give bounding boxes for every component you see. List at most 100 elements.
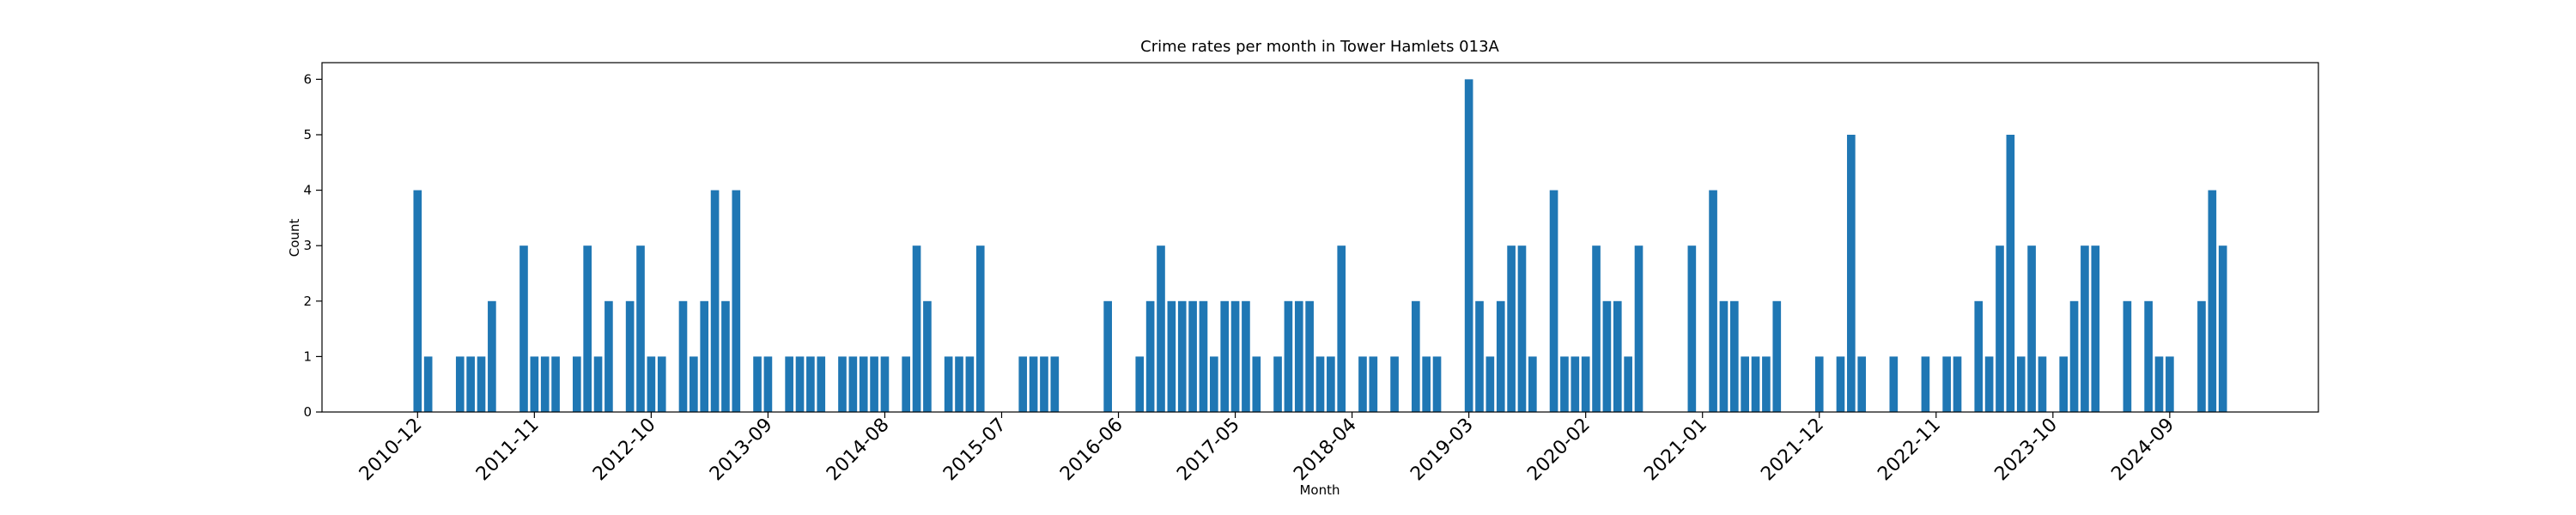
bar: [1230, 300, 1240, 412]
y-tick-label: 6: [303, 71, 312, 87]
bar: [1103, 300, 1112, 412]
bar: [540, 356, 550, 412]
bar: [700, 300, 709, 412]
plot-frame: [321, 62, 2319, 413]
bar: [1284, 300, 1293, 412]
bar: [1294, 300, 1303, 412]
x-tick-label: 2012-10: [589, 415, 660, 486]
bar: [763, 356, 773, 412]
bar: [1889, 356, 1899, 412]
bar: [1167, 300, 1176, 412]
bar: [785, 356, 793, 412]
y-axis-label: Count: [287, 219, 302, 258]
bar: [1040, 356, 1048, 412]
bar: [848, 356, 858, 412]
x-tick-label: 2022-11: [1874, 415, 1945, 486]
bar: [1422, 356, 1431, 412]
bar: [583, 245, 592, 412]
bar: [806, 356, 815, 412]
bar: [975, 245, 985, 412]
bar: [647, 356, 656, 412]
bar: [2059, 356, 2069, 412]
bar: [1560, 356, 1569, 412]
bar: [1210, 356, 1218, 412]
bar: [1847, 134, 1856, 412]
bar: [1273, 356, 1282, 412]
bar: [678, 300, 688, 412]
bar: [2006, 134, 2015, 412]
bar: [1602, 300, 1612, 412]
bar: [1220, 300, 1230, 412]
bar: [753, 356, 762, 412]
bar: [657, 356, 666, 412]
bar: [1836, 356, 1845, 412]
bar: [1719, 300, 1728, 412]
bar: [2027, 245, 2036, 412]
bar: [721, 300, 730, 412]
bar: [1592, 245, 1601, 412]
x-tick-label: 2013-09: [706, 415, 777, 486]
bar: [455, 356, 465, 412]
bar: [1242, 300, 1250, 412]
bar: [1029, 356, 1038, 412]
bar: [2166, 356, 2174, 412]
x-tick-label: 2011-11: [472, 415, 544, 486]
bar: [1751, 356, 1760, 412]
bar: [519, 245, 528, 412]
bar: [1528, 356, 1537, 412]
bar: [1252, 356, 1261, 412]
x-axis-label: Month: [1299, 482, 1340, 498]
chart-title: Crime rates per month in Tower Hamlets 0…: [1140, 38, 1499, 56]
bar: [880, 356, 890, 412]
y-tick-label: 5: [303, 127, 312, 142]
bar: [466, 356, 475, 412]
bar: [1018, 356, 1028, 412]
bar: [413, 190, 422, 413]
bar: [1188, 300, 1197, 412]
bar: [1687, 245, 1697, 412]
x-tick-label: 2015-07: [939, 415, 1011, 486]
bar: [732, 190, 741, 413]
bar: [625, 300, 635, 412]
bar: [2208, 190, 2217, 413]
bar: [1432, 356, 1442, 412]
bar: [1177, 300, 1187, 412]
bar: [551, 356, 560, 412]
bar: [1921, 356, 1930, 412]
x-tick-label: 2010-12: [355, 415, 427, 486]
bar: [965, 356, 975, 412]
bar: [1315, 356, 1325, 412]
bar: [955, 356, 963, 412]
bar: [1942, 356, 1951, 412]
bar: [838, 356, 847, 412]
bar: [2123, 300, 2132, 412]
bar: [1507, 245, 1516, 412]
bar: [1327, 356, 1335, 412]
bar: [1464, 79, 1473, 412]
bar: [423, 356, 433, 412]
bar: [1709, 190, 1717, 413]
bar: [2091, 245, 2100, 412]
y-tick-label: 2: [303, 294, 312, 309]
bar: [1996, 245, 2004, 412]
bar: [1772, 300, 1782, 412]
bar: [477, 356, 486, 412]
bar: [1984, 356, 1994, 412]
bar: [923, 300, 932, 412]
bar: [1475, 300, 1484, 412]
x-tick-label: 2021-01: [1640, 415, 1711, 486]
bar: [2016, 356, 2026, 412]
bar: [605, 300, 613, 412]
bar: [572, 356, 581, 412]
bar: [2197, 300, 2206, 412]
bar: [1411, 300, 1420, 412]
bar: [1145, 300, 1155, 412]
x-tick-label: 2019-03: [1406, 415, 1478, 486]
bar: [1390, 356, 1399, 412]
bar: [2069, 300, 2079, 412]
bar: [902, 356, 911, 412]
x-tick-label: 2014-08: [823, 415, 894, 486]
bar: [795, 356, 805, 412]
bar: [1624, 356, 1632, 412]
